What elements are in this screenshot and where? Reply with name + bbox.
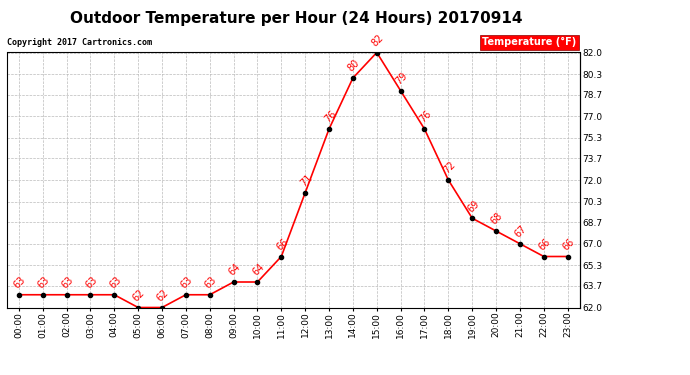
Text: 67: 67 bbox=[513, 224, 529, 240]
Text: 63: 63 bbox=[203, 275, 219, 291]
Text: 63: 63 bbox=[36, 275, 52, 291]
Text: 66: 66 bbox=[537, 237, 553, 252]
Text: 63: 63 bbox=[108, 275, 123, 291]
Text: 63: 63 bbox=[12, 275, 28, 291]
Text: 80: 80 bbox=[346, 58, 362, 74]
Text: 82: 82 bbox=[370, 33, 386, 48]
Text: 66: 66 bbox=[561, 237, 576, 252]
Text: 68: 68 bbox=[489, 211, 505, 227]
Text: 76: 76 bbox=[417, 109, 433, 125]
Text: 62: 62 bbox=[131, 288, 147, 303]
Text: Outdoor Temperature per Hour (24 Hours) 20170914: Outdoor Temperature per Hour (24 Hours) … bbox=[70, 11, 523, 26]
Text: 66: 66 bbox=[275, 237, 290, 252]
Text: Copyright 2017 Cartronics.com: Copyright 2017 Cartronics.com bbox=[7, 38, 152, 47]
Text: 71: 71 bbox=[298, 173, 314, 189]
Text: 72: 72 bbox=[442, 160, 457, 176]
Text: 63: 63 bbox=[179, 275, 195, 291]
Text: 63: 63 bbox=[59, 275, 75, 291]
Text: 62: 62 bbox=[155, 288, 171, 303]
Text: Temperature (°F): Temperature (°F) bbox=[482, 38, 577, 47]
Text: 63: 63 bbox=[83, 275, 99, 291]
Text: 79: 79 bbox=[394, 71, 409, 87]
Text: 64: 64 bbox=[250, 262, 266, 278]
Text: 69: 69 bbox=[465, 198, 481, 214]
Text: 76: 76 bbox=[322, 109, 338, 125]
Text: 64: 64 bbox=[226, 262, 242, 278]
